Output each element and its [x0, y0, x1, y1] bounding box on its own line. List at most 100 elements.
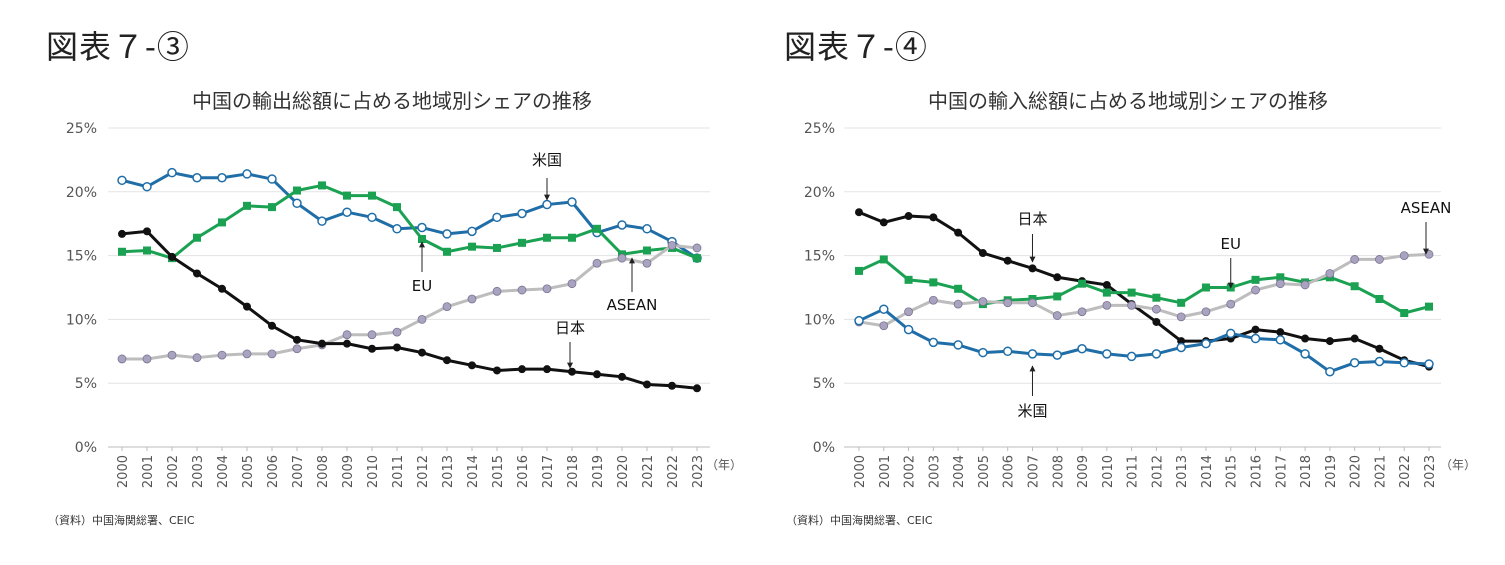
data-point: [117, 354, 127, 364]
data-point: [493, 366, 501, 375]
import-share-panel: 図表７-④ 中国の輸入総額に占める地域別シェアの推移 0% 5% 10% 15% 20% 2…: [738, 0, 1490, 565]
data-point: [1102, 280, 1111, 289]
data-point: [855, 208, 863, 217]
data-point: [167, 167, 177, 178]
x-tick-label: 2008: [1051, 455, 1066, 488]
data-point: [192, 353, 202, 363]
data-point: [1300, 349, 1310, 359]
series-ASEAN: [117, 240, 702, 364]
data-point: [318, 181, 326, 190]
x-tick-label: 2004: [216, 455, 231, 488]
y-tick-label: 20%: [66, 185, 97, 201]
x-tick-label: 2020: [1349, 455, 1364, 488]
data-point: [143, 227, 151, 236]
data-point: [879, 321, 889, 331]
data-point: [517, 285, 527, 295]
data-point: [855, 266, 863, 275]
data-point: [142, 354, 152, 364]
data-point: [117, 175, 127, 186]
series-日本: [118, 227, 701, 393]
data-point: [1350, 334, 1359, 343]
data-point: [1375, 344, 1384, 353]
data-point: [218, 218, 226, 227]
annotation-label: 米国: [532, 151, 562, 169]
x-tick-label: 2013: [1175, 455, 1190, 488]
data-point: [954, 228, 963, 237]
data-point: [1300, 280, 1310, 290]
data-point: [929, 278, 938, 287]
data-point: [954, 284, 963, 293]
data-point: [1152, 293, 1161, 302]
x-tick-label: 2016: [1250, 455, 1265, 488]
data-point: [367, 212, 377, 223]
data-point: [668, 381, 676, 390]
data-point: [879, 218, 888, 227]
data-point: [1177, 298, 1186, 307]
series-line: [858, 210, 1430, 369]
data-point: [593, 370, 601, 379]
data-point: [518, 238, 526, 247]
data-point: [1250, 333, 1261, 344]
data-point: [493, 243, 501, 252]
data-point: [342, 330, 352, 340]
x-tick-label: 2023: [691, 455, 706, 488]
data-point: [267, 174, 277, 184]
data-point: [928, 295, 938, 305]
data-point: [953, 299, 963, 309]
data-point: [218, 284, 226, 293]
data-point: [1275, 335, 1286, 345]
data-point: [293, 186, 301, 195]
data-point: [192, 173, 202, 183]
data-point: [492, 286, 502, 296]
data-point: [1052, 350, 1063, 360]
data-point: [567, 279, 577, 289]
data-point: [1027, 349, 1038, 359]
data-point: [1276, 273, 1285, 282]
data-point: [318, 339, 326, 348]
data-point: [879, 255, 888, 264]
data-point: [953, 340, 963, 350]
data-point: [417, 314, 427, 324]
data-point: [1151, 304, 1161, 314]
y-tick-label: 25%: [804, 121, 835, 137]
data-point: [368, 191, 376, 200]
data-point: [217, 173, 227, 183]
series-line: [858, 252, 1430, 328]
series-日本: [855, 208, 1433, 371]
y-tick-label: 0%: [75, 440, 97, 456]
import-share-chart: 中国の輸入総額に占める地域別シェアの推移 0% 5% 10% 15% 20% 25% 2000…: [804, 89, 1476, 488]
annotation-label: EU: [412, 277, 432, 295]
x-tick-label: 2017: [1274, 455, 1289, 488]
annotation-label: ASEAN: [607, 296, 658, 314]
x-tick-label: 2014: [1200, 455, 1215, 488]
data-point: [543, 365, 551, 374]
data-point: [1424, 359, 1434, 369]
data-point: [118, 247, 126, 256]
data-point: [879, 304, 889, 314]
data-point: [1425, 302, 1433, 311]
x-tick-label: 2022: [666, 455, 681, 488]
x-tick-label: 2000: [853, 455, 868, 488]
data-point: [568, 233, 576, 242]
data-point: [568, 367, 576, 376]
data-point: [268, 203, 276, 212]
x-unit-label: （年）: [706, 458, 742, 472]
export-share-chart: 中国の輸出総額に占める地域別シェアの推移 0% 5% 10% 15% 20% 25% 2000…: [66, 89, 742, 488]
data-point: [292, 344, 302, 354]
data-point: [1127, 300, 1137, 310]
data-point: [1225, 328, 1236, 339]
data-point: [1201, 338, 1211, 349]
series-line: [121, 229, 698, 390]
data-point: [193, 269, 201, 278]
x-tick-label: 2007: [1026, 455, 1041, 488]
x-tick-label: 2015: [1225, 455, 1240, 488]
data-point: [1275, 279, 1285, 289]
data-point: [1251, 275, 1260, 284]
data-point: [618, 372, 626, 381]
data-point: [368, 344, 376, 353]
x-tick-label: 2002: [903, 455, 918, 488]
data-point: [617, 253, 627, 263]
data-point: [1176, 342, 1186, 353]
data-point: [443, 247, 451, 256]
series-EU: [118, 181, 701, 263]
